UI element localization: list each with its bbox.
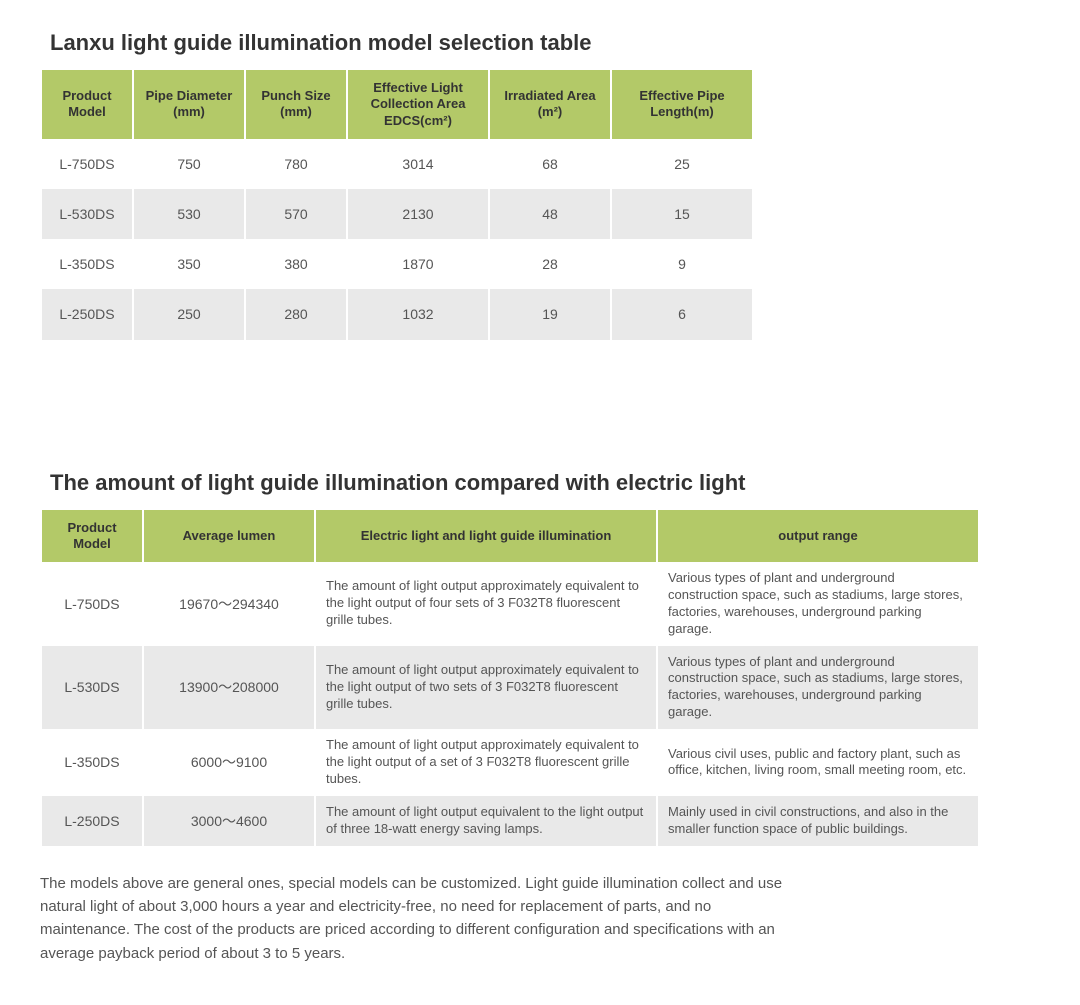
table-row: L-350DS 6000～9100 The amount of light ou… bbox=[42, 729, 978, 796]
table-header-row: Product Model Average lumen Electric lig… bbox=[42, 510, 978, 563]
cell: The amount of light output approximately… bbox=[316, 729, 656, 796]
cell: 6000～9100 bbox=[144, 729, 314, 796]
column-header: Irradiated Area (m²) bbox=[490, 70, 610, 139]
cell: 380 bbox=[246, 239, 346, 289]
column-header: Product Model bbox=[42, 510, 142, 563]
table-row: L-250DS 250 280 1032 19 6 bbox=[42, 289, 752, 339]
cell: 68 bbox=[490, 139, 610, 189]
cell: 280 bbox=[246, 289, 346, 339]
cell: 350 bbox=[134, 239, 244, 289]
cell: Various types of plant and underground c… bbox=[658, 646, 978, 730]
comparison-table: Product Model Average lumen Electric lig… bbox=[40, 510, 980, 846]
column-header: output range bbox=[658, 510, 978, 563]
cell: 19670～294340 bbox=[144, 562, 314, 646]
cell: 570 bbox=[246, 189, 346, 239]
cell: 3000～4600 bbox=[144, 796, 314, 846]
cell: 6 bbox=[612, 289, 752, 339]
cell: 19 bbox=[490, 289, 610, 339]
column-header: Punch Size (mm) bbox=[246, 70, 346, 139]
cell: L-250DS bbox=[42, 796, 142, 846]
cell: 780 bbox=[246, 139, 346, 189]
cell: 3014 bbox=[348, 139, 488, 189]
cell: 9 bbox=[612, 239, 752, 289]
column-header: Average lumen bbox=[144, 510, 314, 563]
table-row: L-530DS 13900～208000 The amount of light… bbox=[42, 646, 978, 730]
table-header-row: Product Model Pipe Diameter (mm) Punch S… bbox=[42, 70, 752, 139]
selection-table: Product Model Pipe Diameter (mm) Punch S… bbox=[40, 70, 754, 340]
footnote-text: The models above are general ones, speci… bbox=[40, 872, 800, 965]
cell: L-530DS bbox=[42, 189, 132, 239]
column-header: Effective Light Collection Area EDCS(cm²… bbox=[348, 70, 488, 139]
table-row: L-750DS 19670～294340 The amount of light… bbox=[42, 562, 978, 646]
table-row: L-530DS 530 570 2130 48 15 bbox=[42, 189, 752, 239]
cell: 750 bbox=[134, 139, 244, 189]
cell: The amount of light output equivalent to… bbox=[316, 796, 656, 846]
section1-title: Lanxu light guide illumination model sel… bbox=[50, 30, 1040, 56]
cell: The amount of light output approximately… bbox=[316, 562, 656, 646]
column-header: Effective Pipe Length(m) bbox=[612, 70, 752, 139]
cell: L-750DS bbox=[42, 139, 132, 189]
cell: 13900～208000 bbox=[144, 646, 314, 730]
cell: 15 bbox=[612, 189, 752, 239]
cell: 2130 bbox=[348, 189, 488, 239]
table-row: L-750DS 750 780 3014 68 25 bbox=[42, 139, 752, 189]
cell: L-350DS bbox=[42, 239, 132, 289]
section2-title: The amount of light guide illumination c… bbox=[50, 470, 1040, 496]
cell: L-530DS bbox=[42, 646, 142, 730]
cell: L-250DS bbox=[42, 289, 132, 339]
cell: 1870 bbox=[348, 239, 488, 289]
column-header: Product Model bbox=[42, 70, 132, 139]
cell: 530 bbox=[134, 189, 244, 239]
cell: Various civil uses, public and factory p… bbox=[658, 729, 978, 796]
cell: 48 bbox=[490, 189, 610, 239]
cell: L-750DS bbox=[42, 562, 142, 646]
column-header: Electric light and light guide illuminat… bbox=[316, 510, 656, 563]
cell: Mainly used in civil constructions, and … bbox=[658, 796, 978, 846]
cell: The amount of light output approximately… bbox=[316, 646, 656, 730]
cell: 1032 bbox=[348, 289, 488, 339]
table-row: L-350DS 350 380 1870 28 9 bbox=[42, 239, 752, 289]
cell: 25 bbox=[612, 139, 752, 189]
column-header: Pipe Diameter (mm) bbox=[134, 70, 244, 139]
table-row: L-250DS 3000～4600 The amount of light ou… bbox=[42, 796, 978, 846]
cell: L-350DS bbox=[42, 729, 142, 796]
cell: 28 bbox=[490, 239, 610, 289]
cell: 250 bbox=[134, 289, 244, 339]
cell: Various types of plant and underground c… bbox=[658, 562, 978, 646]
